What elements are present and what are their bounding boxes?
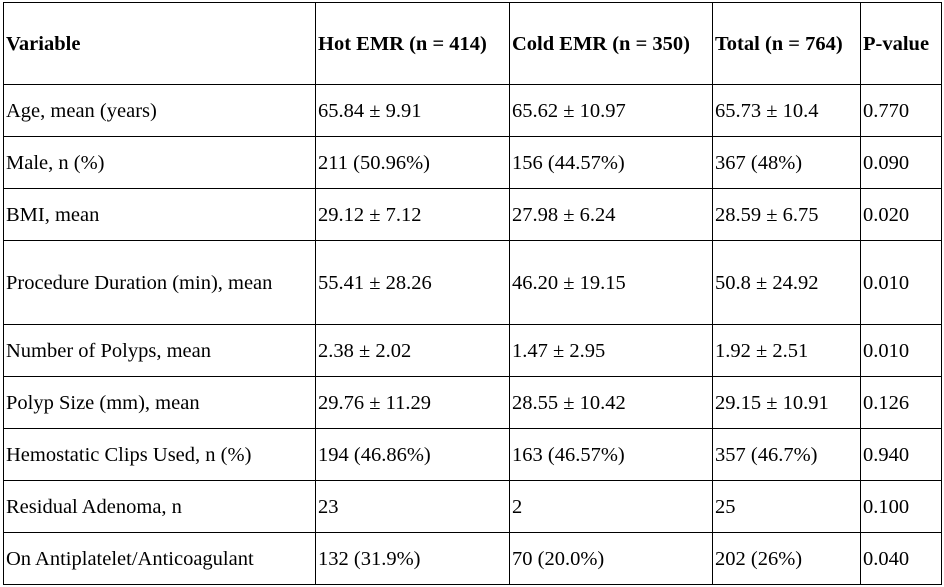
table-row: Polyp Size (mm), mean 29.76 ± 11.29 28.5… xyxy=(3,376,942,429)
cell-variable: Procedure Duration (min), mean xyxy=(3,240,316,325)
cell-p-value: 0.940 xyxy=(860,428,942,481)
cell-cold-emr: 163 (46.57%) xyxy=(509,428,713,481)
cell-variable: Number of Polyps, mean xyxy=(3,324,316,377)
header-cold-emr: Cold EMR (n = 350) xyxy=(509,2,713,85)
cell-hot-emr: 132 (31.9%) xyxy=(315,532,510,585)
cell-cold-emr: 27.98 ± 6.24 xyxy=(509,188,713,241)
cell-total: 357 (46.7%) xyxy=(712,428,861,481)
cell-p-value: 0.020 xyxy=(860,188,942,241)
cell-total: 1.92 ± 2.51 xyxy=(712,324,861,377)
cell-hot-emr: 2.38 ± 2.02 xyxy=(315,324,510,377)
cell-cold-emr: 28.55 ± 10.42 xyxy=(509,376,713,429)
cell-cold-emr: 2 xyxy=(509,480,713,533)
header-row: Variable Hot EMR (n = 414) Cold EMR (n =… xyxy=(3,2,942,85)
cell-p-value: 0.010 xyxy=(860,240,942,325)
cell-hot-emr: 65.84 ± 9.91 xyxy=(315,84,510,137)
cell-cold-emr: 156 (44.57%) xyxy=(509,136,713,189)
cell-total: 202 (26%) xyxy=(712,532,861,585)
cell-p-value: 0.010 xyxy=(860,324,942,377)
cell-total: 50.8 ± 24.92 xyxy=(712,240,861,325)
cell-cold-emr: 70 (20.0%) xyxy=(509,532,713,585)
cell-variable: On Antiplatelet/Anticoagulant xyxy=(3,532,316,585)
cell-p-value: 0.040 xyxy=(860,532,942,585)
cell-cold-emr: 1.47 ± 2.95 xyxy=(509,324,713,377)
cell-hot-emr: 23 xyxy=(315,480,510,533)
cell-hot-emr: 29.76 ± 11.29 xyxy=(315,376,510,429)
table-row: Age, mean (years) 65.84 ± 9.91 65.62 ± 1… xyxy=(3,84,942,137)
cell-variable: Hemostatic Clips Used, n (%) xyxy=(3,428,316,481)
table-row: On Antiplatelet/Anticoagulant 132 (31.9%… xyxy=(3,532,942,585)
table-row: Residual Adenoma, n 23 2 25 0.100 xyxy=(3,480,942,533)
cell-p-value: 0.770 xyxy=(860,84,942,137)
cell-p-value: 0.090 xyxy=(860,136,942,189)
table-row: Number of Polyps, mean 2.38 ± 2.02 1.47 … xyxy=(3,324,942,377)
cell-total: 28.59 ± 6.75 xyxy=(712,188,861,241)
cell-hot-emr: 29.12 ± 7.12 xyxy=(315,188,510,241)
cell-p-value: 0.126 xyxy=(860,376,942,429)
cell-p-value: 0.100 xyxy=(860,480,942,533)
cell-variable: BMI, mean xyxy=(3,188,316,241)
cell-hot-emr: 194 (46.86%) xyxy=(315,428,510,481)
cell-total: 65.73 ± 10.4 xyxy=(712,84,861,137)
table-row: Male, n (%) 211 (50.96%) 156 (44.57%) 36… xyxy=(3,136,942,189)
table-row: Hemostatic Clips Used, n (%) 194 (46.86%… xyxy=(3,428,942,481)
cell-variable: Residual Adenoma, n xyxy=(3,480,316,533)
cell-hot-emr: 211 (50.96%) xyxy=(315,136,510,189)
cell-variable: Age, mean (years) xyxy=(3,84,316,137)
cell-variable: Polyp Size (mm), mean xyxy=(3,376,316,429)
cell-cold-emr: 65.62 ± 10.97 xyxy=(509,84,713,137)
cell-total: 25 xyxy=(712,480,861,533)
table-row: BMI, mean 29.12 ± 7.12 27.98 ± 6.24 28.5… xyxy=(3,188,942,241)
header-variable: Variable xyxy=(3,2,316,85)
header-hot-emr: Hot EMR (n = 414) xyxy=(315,2,510,85)
cell-hot-emr: 55.41 ± 28.26 xyxy=(315,240,510,325)
cell-cold-emr: 46.20 ± 19.15 xyxy=(509,240,713,325)
header-p-value: P-value xyxy=(860,2,942,85)
cell-total: 367 (48%) xyxy=(712,136,861,189)
data-table: Variable Hot EMR (n = 414) Cold EMR (n =… xyxy=(3,2,942,585)
cell-total: 29.15 ± 10.91 xyxy=(712,376,861,429)
header-total: Total (n = 764) xyxy=(712,2,861,85)
cell-variable: Male, n (%) xyxy=(3,136,316,189)
table-row: Procedure Duration (min), mean 55.41 ± 2… xyxy=(3,240,942,325)
